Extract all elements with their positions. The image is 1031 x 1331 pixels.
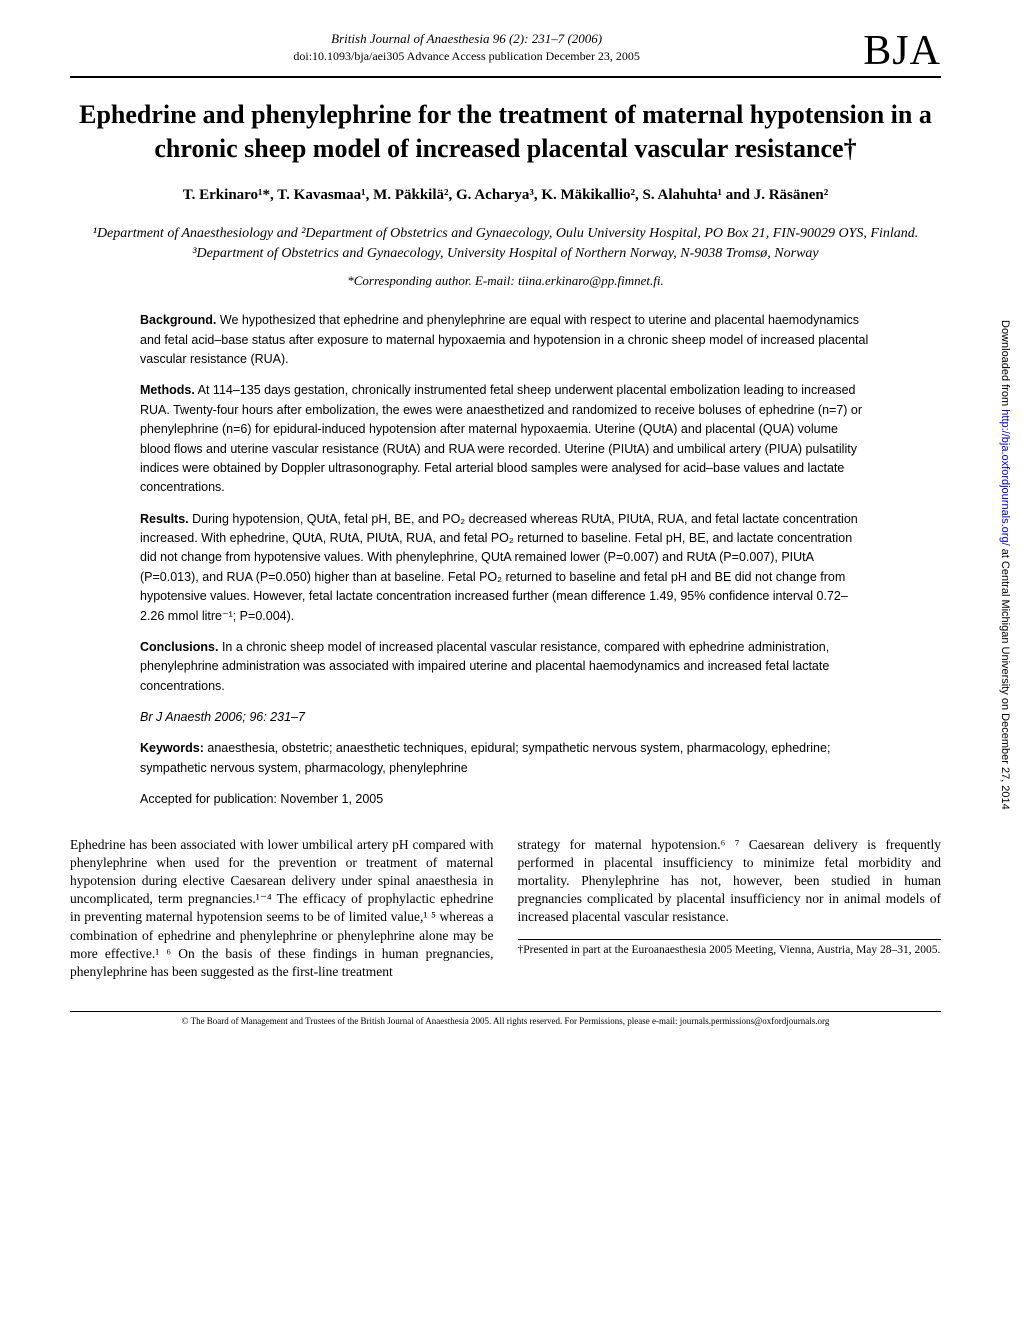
side-link[interactable]: http://bja.oxfordjournals.org/ bbox=[999, 409, 1011, 545]
download-attribution: Downloaded from http://bja.oxfordjournal… bbox=[999, 320, 1011, 810]
conclusions-label: Conclusions. bbox=[140, 640, 218, 654]
accepted-date: Accepted for publication: November 1, 20… bbox=[140, 790, 871, 809]
abstract-keywords: Keywords: anaesthesia, obstetric; anaest… bbox=[140, 739, 871, 778]
doi-line: doi:10.1093/bja/aei305 Advance Access pu… bbox=[70, 49, 863, 64]
abstract-citation: Br J Anaesth 2006; 96: 231–7 bbox=[140, 708, 871, 727]
body-column-right: strategy for maternal hypotension.⁶ ⁷ Ca… bbox=[518, 836, 942, 982]
results-text: During hypotension, QUtA, fetal pH, BE, … bbox=[140, 512, 858, 623]
header: British Journal of Anaesthesia 96 (2): 2… bbox=[70, 30, 941, 78]
corresponding-author: *Corresponding author. E-mail: tiina.erk… bbox=[70, 273, 941, 289]
abstract-background: Background. We hypothesized that ephedri… bbox=[140, 311, 871, 369]
copyright-line: © The Board of Management and Trustees o… bbox=[70, 1011, 941, 1026]
background-text: We hypothesized that ephedrine and pheny… bbox=[140, 313, 868, 366]
abstract-block: Background. We hypothesized that ephedri… bbox=[140, 311, 871, 809]
abstract-results: Results. During hypotension, QUtA, fetal… bbox=[140, 510, 871, 626]
body-text-right: strategy for maternal hypotension.⁶ ⁷ Ca… bbox=[518, 836, 942, 927]
side-suffix: at Central Michigan University on Decemb… bbox=[999, 546, 1011, 810]
methods-label: Methods. bbox=[140, 383, 195, 397]
affiliations: ¹Department of Anaesthesiology and ²Depa… bbox=[70, 224, 941, 263]
body-columns: Ephedrine has been associated with lower… bbox=[70, 836, 941, 982]
body-column-left: Ephedrine has been associated with lower… bbox=[70, 836, 494, 982]
journal-logo: BJA bbox=[863, 30, 941, 72]
keywords-text: anaesthesia, obstetric; anaesthetic tech… bbox=[140, 741, 830, 774]
results-label: Results. bbox=[140, 512, 189, 526]
paper-title: Ephedrine and phenylephrine for the trea… bbox=[70, 98, 941, 166]
footnote-separator: †Presented in part at the Euroanaesthesi… bbox=[518, 939, 942, 958]
body-text-left: Ephedrine has been associated with lower… bbox=[70, 836, 494, 982]
header-meta-block: British Journal of Anaesthesia 96 (2): 2… bbox=[70, 31, 863, 72]
footnote-text: †Presented in part at the Euroanaesthesi… bbox=[518, 943, 942, 958]
conclusions-text: In a chronic sheep model of increased pl… bbox=[140, 640, 829, 693]
abstract-conclusions: Conclusions. In a chronic sheep model of… bbox=[140, 638, 871, 696]
abstract-methods: Methods. At 114–135 days gestation, chro… bbox=[140, 381, 871, 497]
authors-list: T. Erkinaro¹*, T. Kavasmaa¹, M. Päkkilä²… bbox=[70, 184, 941, 207]
journal-citation: British Journal of Anaesthesia 96 (2): 2… bbox=[70, 31, 863, 47]
background-label: Background. bbox=[140, 313, 216, 327]
keywords-label: Keywords: bbox=[140, 741, 204, 755]
side-prefix: Downloaded from bbox=[999, 320, 1011, 409]
methods-text: At 114–135 days gestation, chronically i… bbox=[140, 383, 862, 494]
